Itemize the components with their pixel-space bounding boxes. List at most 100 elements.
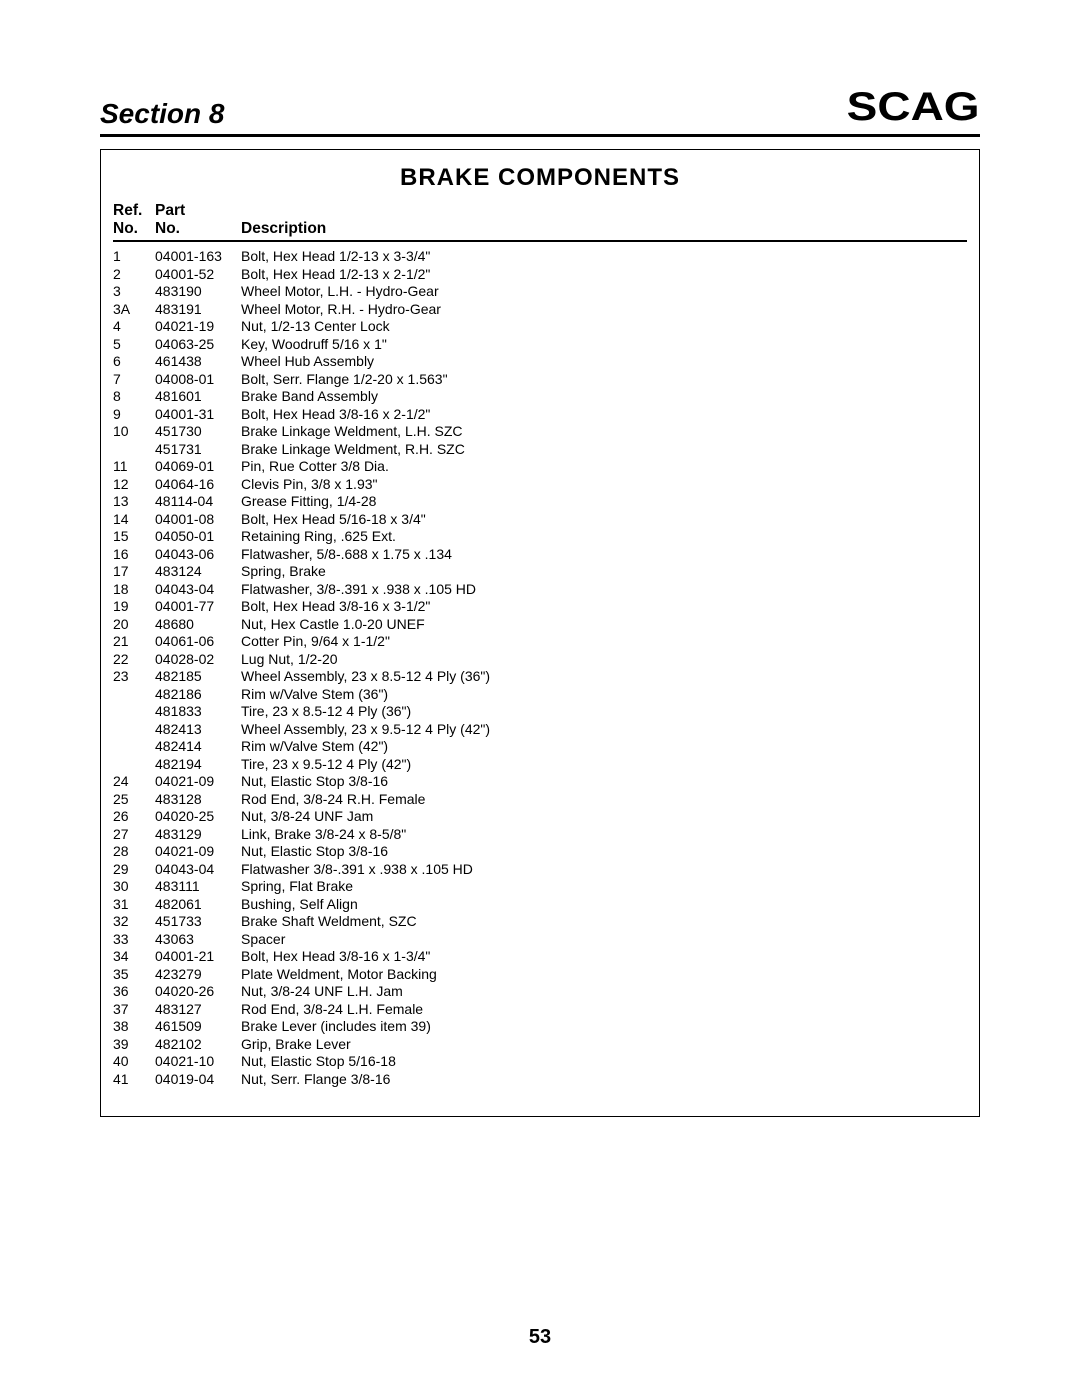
cell-part: 04021-09 — [155, 773, 241, 791]
cell-ref: 30 — [113, 878, 155, 896]
cell-part: 04021-09 — [155, 843, 241, 861]
table-row: 1604043-06Flatwasher, 5/8-.688 x 1.75 x … — [113, 546, 967, 564]
cell-desc: Lug Nut, 1/2-20 — [241, 651, 967, 669]
cell-part: 04050-01 — [155, 528, 241, 546]
table-row: 2604020-25Nut, 3/8-24 UNF Jam — [113, 808, 967, 826]
cell-ref: 41 — [113, 1071, 155, 1089]
cell-ref — [113, 756, 155, 774]
cell-desc: Wheel Hub Assembly — [241, 353, 967, 371]
cell-desc: Rim w/Valve Stem (36") — [241, 686, 967, 704]
cell-ref: 21 — [113, 633, 155, 651]
table-row: 25483128Rod End, 3/8-24 R.H. Female — [113, 791, 967, 809]
table-row: 1504050-01Retaining Ring, .625 Ext. — [113, 528, 967, 546]
cell-ref: 40 — [113, 1053, 155, 1071]
cell-part: 461509 — [155, 1018, 241, 1036]
cell-desc: Spacer — [241, 931, 967, 949]
cell-desc: Nut, 3/8-24 UNF L.H. Jam — [241, 983, 967, 1001]
table-row: 4004021-10Nut, Elastic Stop 5/16-18 — [113, 1053, 967, 1071]
col-header-ref-top: Ref. — [113, 202, 155, 220]
cell-part: 04061-06 — [155, 633, 241, 651]
cell-ref: 37 — [113, 1001, 155, 1019]
cell-part: 04019-04 — [155, 1071, 241, 1089]
table-row: 451731Brake Linkage Weldment, R.H. SZC — [113, 441, 967, 459]
table-row: 482186Rim w/Valve Stem (36") — [113, 686, 967, 704]
section-title: Section 8 — [100, 98, 224, 130]
cell-ref: 33 — [113, 931, 155, 949]
cell-desc: Tire, 23 x 8.5-12 4 Ply (36") — [241, 703, 967, 721]
cell-part: 04008-01 — [155, 371, 241, 389]
cell-desc: Clevis Pin, 3/8 x 1.93" — [241, 476, 967, 494]
cell-part: 43063 — [155, 931, 241, 949]
table-row: 2404021-09Nut, Elastic Stop 3/8-16 — [113, 773, 967, 791]
cell-part: 04001-77 — [155, 598, 241, 616]
table-row: 482194Tire, 23 x 9.5-12 4 Ply (42") — [113, 756, 967, 774]
cell-ref: 34 — [113, 948, 155, 966]
table-row: 104001-163Bolt, Hex Head 1/2-13 x 3-3/4" — [113, 241, 967, 266]
cell-desc: Nut, Elastic Stop 3/8-16 — [241, 843, 967, 861]
cell-part: 481833 — [155, 703, 241, 721]
cell-ref: 5 — [113, 336, 155, 354]
cell-desc: Brake Lever (includes item 39) — [241, 1018, 967, 1036]
cell-part: 04043-04 — [155, 861, 241, 879]
cell-part: 48114-04 — [155, 493, 241, 511]
table-row: 1904001-77Bolt, Hex Head 3/8-16 x 3-1/2" — [113, 598, 967, 616]
cell-part: 04063-25 — [155, 336, 241, 354]
content-box: BRAKE COMPONENTS Ref. Part No. No. Descr… — [100, 149, 980, 1117]
cell-desc: Nut, 1/2-13 Center Lock — [241, 318, 967, 336]
table-row: 37483127Rod End, 3/8-24 L.H. Female — [113, 1001, 967, 1019]
cell-desc: Nut, 3/8-24 UNF Jam — [241, 808, 967, 826]
cell-desc: Bolt, Hex Head 3/8-16 x 2-1/2" — [241, 406, 967, 424]
cell-part: 461438 — [155, 353, 241, 371]
cell-desc: Plate Weldment, Motor Backing — [241, 966, 967, 984]
cell-desc: Rod End, 3/8-24 L.H. Female — [241, 1001, 967, 1019]
cell-desc: Bolt, Hex Head 3/8-16 x 1-3/4" — [241, 948, 967, 966]
cell-ref: 38 — [113, 1018, 155, 1036]
cell-desc: Link, Brake 3/8-24 x 8-5/8" — [241, 826, 967, 844]
table-row: 1404001-08Bolt, Hex Head 5/16-18 x 3/4" — [113, 511, 967, 529]
cell-ref: 25 — [113, 791, 155, 809]
table-row: 31482061Bushing, Self Align — [113, 896, 967, 914]
table-row: 1104069-01Pin, Rue Cotter 3/8 Dia. — [113, 458, 967, 476]
cell-desc: Bolt, Hex Head 1/2-13 x 3-3/4" — [241, 241, 967, 266]
table-row: 204001-52Bolt, Hex Head 1/2-13 x 2-1/2" — [113, 266, 967, 284]
table-row: 3604020-26Nut, 3/8-24 UNF L.H. Jam — [113, 983, 967, 1001]
cell-desc: Wheel Motor, R.H. - Hydro-Gear — [241, 301, 967, 319]
cell-ref: 27 — [113, 826, 155, 844]
cell-ref: 36 — [113, 983, 155, 1001]
table-row: 1804043-04Flatwasher, 3/8-.391 x .938 x … — [113, 581, 967, 599]
cell-ref: 35 — [113, 966, 155, 984]
cell-desc: Flatwasher, 3/8-.391 x .938 x .105 HD — [241, 581, 967, 599]
cell-ref: 10 — [113, 423, 155, 441]
table-row: 1348114-04Grease Fitting, 1/4-28 — [113, 493, 967, 511]
cell-desc: Bushing, Self Align — [241, 896, 967, 914]
cell-part: 04021-10 — [155, 1053, 241, 1071]
cell-ref: 6 — [113, 353, 155, 371]
cell-desc: Bolt, Hex Head 3/8-16 x 3-1/2" — [241, 598, 967, 616]
page-header: Section 8 SCAG — [100, 85, 980, 137]
col-header-part-bot: No. — [155, 220, 241, 241]
cell-part: 483128 — [155, 791, 241, 809]
table-row: 30483111Spring, Flat Brake — [113, 878, 967, 896]
cell-part: 483127 — [155, 1001, 241, 1019]
table-row: 704008-01Bolt, Serr. Flange 1/2-20 x 1.5… — [113, 371, 967, 389]
cell-ref: 3A — [113, 301, 155, 319]
table-row: 27483129Link, Brake 3/8-24 x 8-5/8" — [113, 826, 967, 844]
table-row: 2804021-09Nut, Elastic Stop 3/8-16 — [113, 843, 967, 861]
cell-desc: Rod End, 3/8-24 R.H. Female — [241, 791, 967, 809]
cell-ref: 15 — [113, 528, 155, 546]
cell-desc: Brake Band Assembly — [241, 388, 967, 406]
col-header-desc-top — [241, 202, 967, 220]
cell-part: 04021-19 — [155, 318, 241, 336]
cell-ref: 3 — [113, 283, 155, 301]
cell-part: 48680 — [155, 616, 241, 634]
cell-part: 483191 — [155, 301, 241, 319]
cell-ref: 2 — [113, 266, 155, 284]
col-header-desc: Description — [241, 220, 967, 241]
table-row: 2904043-04Flatwasher 3/8-.391 x .938 x .… — [113, 861, 967, 879]
cell-desc: Spring, Flat Brake — [241, 878, 967, 896]
cell-desc: Brake Linkage Weldment, R.H. SZC — [241, 441, 967, 459]
cell-part: 451733 — [155, 913, 241, 931]
table-row: 3343063Spacer — [113, 931, 967, 949]
table-row: 482414Rim w/Valve Stem (42") — [113, 738, 967, 756]
cell-ref: 31 — [113, 896, 155, 914]
